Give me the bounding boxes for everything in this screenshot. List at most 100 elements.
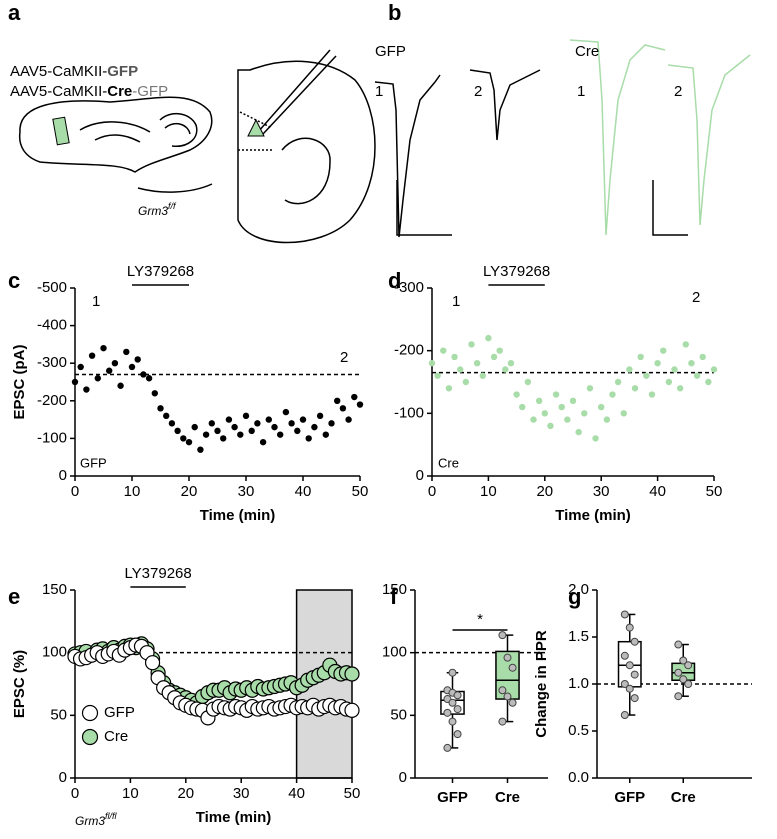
brain-sketch bbox=[18, 49, 376, 244]
y-tick-label: -200 bbox=[394, 342, 424, 359]
y-tick-label: 1.5 bbox=[568, 628, 589, 645]
data-point bbox=[443, 743, 452, 752]
data-point bbox=[140, 371, 147, 378]
genotype: Grm3f/f bbox=[138, 201, 177, 218]
x-tick-label: 10 bbox=[124, 483, 141, 500]
x-tick-label: 20 bbox=[181, 483, 198, 500]
x-tick-label: GFP bbox=[614, 789, 645, 806]
data-point bbox=[620, 651, 629, 660]
x-tick-label: 30 bbox=[593, 483, 610, 500]
panel-label: a bbox=[8, 0, 21, 25]
data-point bbox=[356, 401, 364, 408]
data-point bbox=[508, 698, 517, 707]
data-point bbox=[674, 692, 683, 701]
data-point bbox=[620, 410, 627, 417]
data-point bbox=[106, 367, 113, 374]
y-tick-label: -100 bbox=[394, 404, 424, 421]
data-point bbox=[479, 372, 486, 379]
data-point bbox=[231, 423, 238, 431]
series-label: Cre bbox=[438, 455, 459, 470]
y-axis-title: EPSC (pA) bbox=[11, 344, 28, 419]
legend-swatch bbox=[81, 728, 99, 746]
y-tick-label: 0 bbox=[399, 769, 407, 786]
data-point bbox=[248, 427, 255, 435]
construct-text: Cre bbox=[107, 83, 132, 100]
data-point bbox=[498, 686, 507, 695]
data-point bbox=[117, 382, 124, 389]
x-tick-label: 40 bbox=[649, 483, 666, 500]
trace-label: 2 bbox=[474, 83, 482, 100]
data-point bbox=[473, 360, 481, 367]
x-axis-title: Time (min) bbox=[555, 507, 631, 524]
data-point bbox=[598, 403, 605, 411]
traces bbox=[374, 39, 751, 238]
data-point bbox=[581, 410, 588, 417]
data-point bbox=[684, 680, 693, 688]
construct-2: AAV5-CaMKII-Cre-GFP bbox=[10, 83, 168, 100]
data-point bbox=[197, 446, 204, 453]
data-point bbox=[620, 711, 629, 720]
data-point bbox=[614, 378, 622, 386]
data-point bbox=[294, 427, 301, 435]
data-point bbox=[630, 694, 639, 703]
y-axis-title: EPSC (%) bbox=[11, 650, 28, 718]
data-point bbox=[508, 663, 517, 672]
data-point bbox=[100, 344, 107, 352]
panel-label: b bbox=[388, 0, 401, 25]
data-point bbox=[503, 653, 512, 662]
data-point bbox=[282, 408, 290, 416]
panel-label: g bbox=[568, 584, 581, 609]
data-point bbox=[490, 353, 498, 361]
annotation: 1 bbox=[92, 293, 100, 310]
data-point bbox=[524, 378, 532, 386]
x-tick-label: GFP bbox=[437, 789, 468, 806]
data-point bbox=[513, 391, 520, 398]
data-point bbox=[457, 366, 464, 373]
y-tick-label: -400 bbox=[37, 317, 67, 334]
series-label: GFP bbox=[80, 455, 107, 470]
data-point bbox=[328, 420, 335, 427]
data-point bbox=[163, 412, 170, 420]
data-point bbox=[448, 717, 457, 726]
data-point bbox=[83, 386, 90, 393]
data-point bbox=[351, 393, 358, 401]
data-point bbox=[674, 668, 683, 677]
data-point bbox=[552, 391, 560, 398]
data-point bbox=[451, 353, 458, 361]
x-tick-label: 20 bbox=[536, 483, 553, 500]
data-point bbox=[299, 416, 307, 423]
data-point bbox=[684, 661, 693, 670]
panel-label: e bbox=[8, 584, 20, 609]
data-point bbox=[564, 416, 571, 423]
panel-label: f bbox=[390, 584, 398, 609]
data-point bbox=[609, 391, 616, 398]
data-point bbox=[674, 640, 683, 649]
data-point bbox=[277, 431, 284, 438]
data-point bbox=[699, 353, 706, 361]
data-point bbox=[111, 360, 119, 367]
data-point bbox=[305, 435, 312, 442]
x-tick-label: 50 bbox=[352, 483, 369, 500]
data-point bbox=[128, 363, 136, 371]
data-point bbox=[682, 341, 689, 348]
data-point bbox=[174, 427, 181, 435]
data-point bbox=[688, 360, 695, 367]
data-point bbox=[620, 680, 629, 688]
x-tick-label: 0 bbox=[71, 785, 79, 802]
data-point bbox=[530, 416, 537, 423]
data-point bbox=[344, 666, 360, 682]
data-point bbox=[448, 668, 457, 677]
y-tick-label: -300 bbox=[394, 279, 424, 296]
x-tick-label: 30 bbox=[233, 785, 250, 802]
data-point bbox=[625, 684, 634, 693]
data-point bbox=[428, 360, 436, 367]
data-point bbox=[569, 397, 577, 404]
construct-text: AAV5-CaMKII- bbox=[10, 83, 107, 100]
data-point bbox=[496, 347, 503, 354]
annotation: 2 bbox=[692, 289, 700, 306]
injection-site bbox=[52, 116, 70, 146]
data-point bbox=[259, 438, 267, 446]
x-tick-label: 30 bbox=[238, 483, 255, 500]
data-point bbox=[440, 347, 447, 354]
x-tick-label: Cre bbox=[671, 789, 696, 806]
